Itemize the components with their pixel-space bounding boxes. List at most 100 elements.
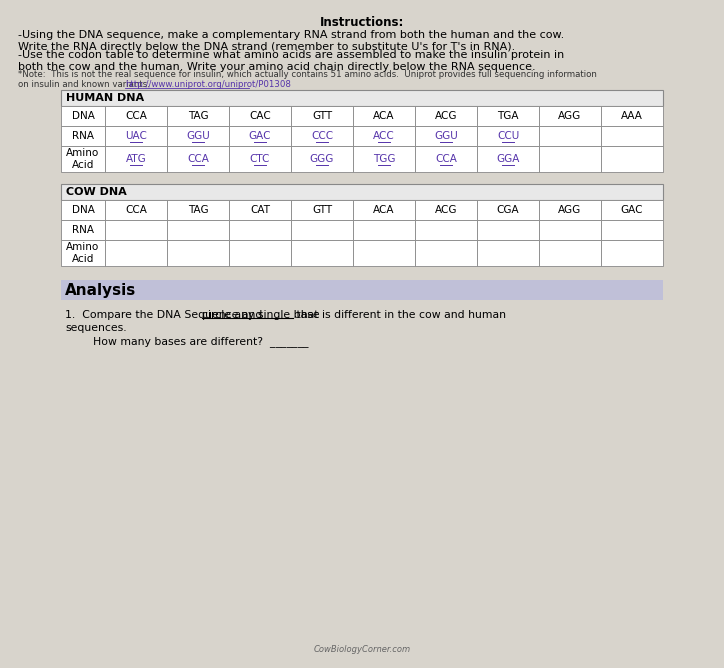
Bar [353,200,415,220]
Bar [539,146,601,172]
Bar [539,106,601,126]
Text: GGU: GGU [434,131,458,141]
Text: Amino
Acid: Amino Acid [67,242,100,264]
Bar [229,106,291,126]
Bar [601,240,663,266]
Text: Write the RNA directly below the DNA strand (remember to substitute U's for T's : Write the RNA directly below the DNA str… [18,42,515,52]
Text: http://www.uniprot.org/uniprot/P01308: http://www.uniprot.org/uniprot/P01308 [125,80,291,89]
Bar [167,220,229,240]
Bar [61,280,663,300]
Bar [601,126,663,146]
Text: CCA: CCA [125,111,147,121]
Bar [353,220,415,240]
Text: both the cow and the human. Write your amino acid chain directly below the RNA s: both the cow and the human. Write your a… [18,62,536,72]
Bar [61,240,105,266]
Bar [167,200,229,220]
Bar [539,240,601,266]
Bar [539,126,601,146]
Text: CCU: CCU [497,131,519,141]
Bar [291,200,353,220]
Text: Instructions:: Instructions: [320,16,404,29]
Bar [167,106,229,126]
Bar [229,200,291,220]
Text: Amino
Acid: Amino Acid [67,148,100,170]
Bar [229,126,291,146]
Text: TGG: TGG [373,154,395,164]
Text: ACG: ACG [434,111,458,121]
Text: CowBiologyCorner.com: CowBiologyCorner.com [313,645,411,654]
Text: DNA: DNA [72,111,94,121]
Bar [61,106,105,126]
Bar [167,126,229,146]
Bar [61,220,105,240]
Text: GGU: GGU [186,131,210,141]
Bar [601,106,663,126]
Bar [353,240,415,266]
Text: sequences.: sequences. [65,323,127,333]
Text: GGA: GGA [497,154,520,164]
Text: CTC: CTC [250,154,270,164]
Bar [291,146,353,172]
Bar [291,106,353,126]
Bar [415,126,477,146]
Text: RNA: RNA [72,131,94,141]
Text: CAC: CAC [249,111,271,121]
Bar [61,90,663,106]
Bar [353,126,415,146]
Text: ACG: ACG [434,205,458,215]
Text: TGA: TGA [497,111,519,121]
Bar [477,106,539,126]
Text: GGG: GGG [310,154,334,164]
Bar [477,240,539,266]
Text: *Note:  This is not the real sequence for insulin, which actually contains 51 am: *Note: This is not the real sequence for… [18,70,597,79]
Bar [105,200,167,220]
Text: COW DNA: COW DNA [66,187,127,197]
Text: TAG: TAG [188,205,209,215]
Text: ACA: ACA [374,111,395,121]
Text: AGG: AGG [558,205,581,215]
Bar [167,146,229,172]
Bar [291,240,353,266]
Text: CCA: CCA [125,205,147,215]
Text: -Use the codon table to determine what amino acids are assembled to make the ins: -Use the codon table to determine what a… [18,50,564,60]
Bar [291,220,353,240]
Bar [61,146,105,172]
Bar [415,240,477,266]
Bar [601,220,663,240]
Text: ACA: ACA [374,205,395,215]
Text: Analysis: Analysis [65,283,136,297]
Bar [105,240,167,266]
Text: AAA: AAA [621,111,643,121]
Bar [229,240,291,266]
Bar [477,146,539,172]
Bar [415,200,477,220]
Bar [539,220,601,240]
Text: TAG: TAG [188,111,209,121]
Text: GTT: GTT [312,111,332,121]
Bar [291,126,353,146]
Bar [539,200,601,220]
Bar [105,146,167,172]
Bar [61,184,663,200]
Bar [415,146,477,172]
Text: CCA: CCA [187,154,209,164]
Bar [105,126,167,146]
Text: on insulin and known variants.: on insulin and known variants. [18,80,156,89]
Text: HUMAN DNA: HUMAN DNA [66,93,144,103]
Text: How many bases are different?  _______: How many bases are different? _______ [65,336,308,347]
Text: circle any single base: circle any single base [202,310,319,320]
Bar [601,200,663,220]
Text: ACC: ACC [373,131,395,141]
Bar [601,146,663,172]
Bar [61,200,105,220]
Text: CAT: CAT [250,205,270,215]
Bar [477,200,539,220]
Bar [353,146,415,172]
Text: CCA: CCA [435,154,457,164]
Bar [167,240,229,266]
Text: RNA: RNA [72,225,94,235]
Bar [61,126,105,146]
Bar [105,220,167,240]
Bar [229,146,291,172]
Bar [415,220,477,240]
